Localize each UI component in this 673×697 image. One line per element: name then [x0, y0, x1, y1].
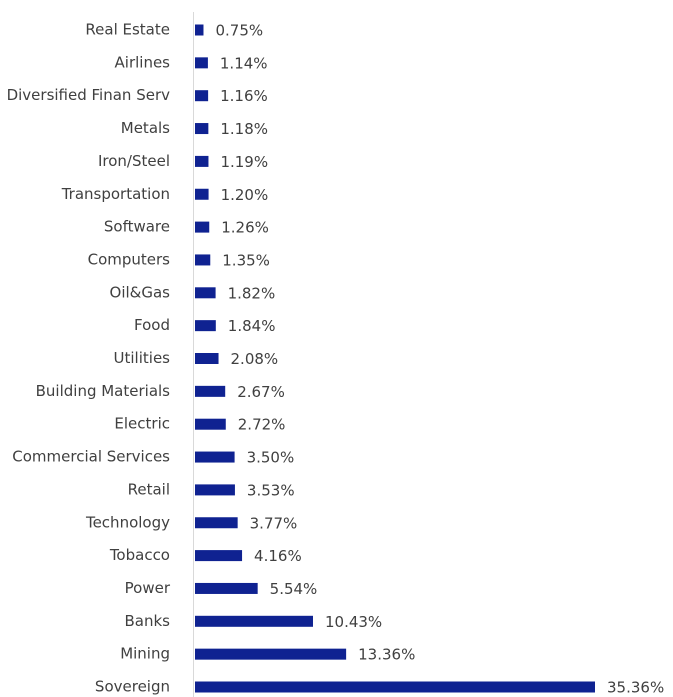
bar-17 [195, 582, 258, 594]
category-label-4: Iron/Steel [98, 152, 170, 170]
category-label-0: Real Estate [85, 21, 170, 39]
category-label-19: Mining [120, 645, 170, 663]
bar-4 [195, 155, 209, 167]
value-label-15: 3.77% [250, 514, 298, 532]
category-label-6: Software [104, 218, 170, 236]
value-label-1: 1.14% [220, 54, 268, 72]
bar-1 [195, 57, 208, 69]
bar-16 [195, 550, 243, 562]
value-label-17: 5.54% [270, 580, 318, 598]
bar-8 [195, 287, 216, 299]
value-label-19: 13.36% [358, 646, 415, 664]
category-label-11: Building Materials [36, 382, 171, 400]
category-label-12: Electric [114, 415, 170, 433]
bar-3 [195, 123, 209, 135]
bar-7 [195, 254, 211, 266]
bar-13 [195, 451, 235, 463]
bar-0 [195, 24, 204, 36]
value-label-12: 2.72% [238, 416, 286, 434]
bar-18 [195, 615, 313, 627]
value-labels-group: 0.75% 1.14% 1.16% 1.18% 1.19% 1.20% 1.26% 1.35%… [215, 22, 664, 697]
value-label-2: 1.16% [220, 87, 268, 105]
bar-14 [195, 484, 235, 496]
value-label-16: 4.16% [254, 547, 302, 565]
value-label-7: 1.35% [222, 251, 270, 269]
bar-11 [195, 385, 226, 397]
value-label-6: 1.26% [221, 219, 269, 237]
category-label-15: Technology [85, 513, 170, 531]
category-label-18: Banks [125, 612, 171, 630]
bar-5 [195, 188, 209, 200]
bar-2 [195, 90, 209, 102]
category-label-7: Computers [88, 250, 171, 268]
value-label-5: 1.20% [221, 186, 269, 204]
category-label-20: Sovereign [95, 678, 170, 696]
value-label-3: 1.18% [220, 120, 268, 138]
bars-group [195, 24, 595, 693]
value-label-14: 3.53% [247, 481, 295, 499]
value-label-0: 0.75% [215, 22, 263, 40]
value-label-13: 3.50% [247, 449, 295, 467]
category-labels-group: Real Estate Airlines Diversified Finan Ser… [7, 21, 171, 696]
category-label-17: Power [125, 579, 171, 597]
value-label-18: 10.43% [325, 613, 382, 631]
category-label-13: Commercial Services [12, 448, 170, 466]
bar-10 [195, 353, 219, 364]
bar-12 [195, 418, 226, 430]
bar-6 [195, 221, 210, 233]
value-label-11: 2.67% [237, 383, 285, 401]
category-label-10: Utilities [114, 349, 171, 367]
bar-20 [195, 681, 595, 693]
value-label-8: 1.82% [228, 284, 276, 302]
value-label-10: 2.08% [231, 350, 279, 368]
category-label-2: Diversified Finan Serv [7, 86, 171, 104]
category-label-3: Metals [121, 119, 170, 137]
bar-9 [195, 320, 216, 332]
bar-15 [195, 517, 238, 529]
value-label-20: 35.36% [607, 679, 664, 697]
value-label-4: 1.19% [220, 153, 268, 171]
category-label-1: Airlines [115, 53, 171, 71]
category-label-8: Oil&Gas [110, 283, 171, 301]
category-label-5: Transportation [61, 185, 170, 203]
category-label-9: Food [134, 316, 170, 334]
value-label-9: 1.84% [228, 317, 276, 335]
category-label-14: Retail [128, 480, 170, 498]
bar-19 [195, 648, 347, 660]
category-label-16: Tobacco [109, 546, 170, 564]
